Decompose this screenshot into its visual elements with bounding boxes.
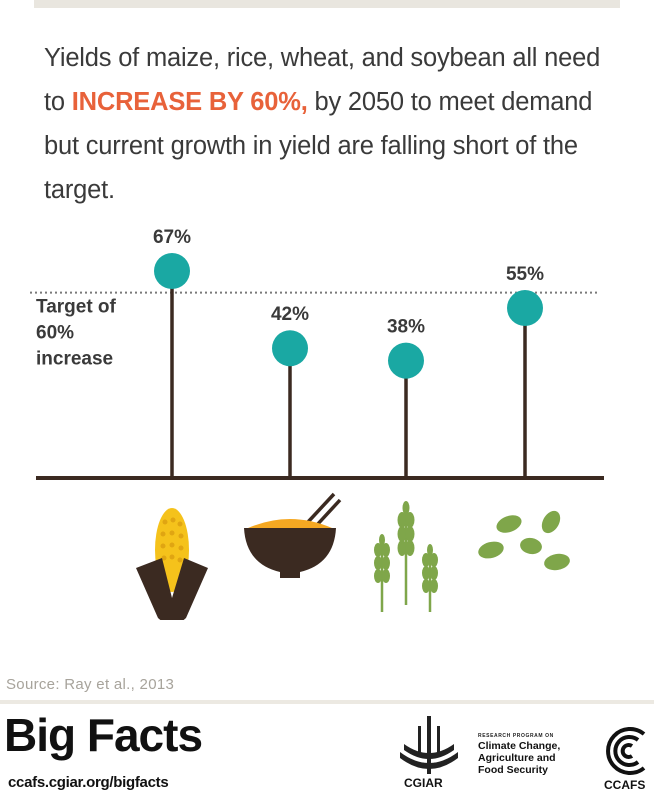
headline-part2: by 2050 to meet demand but current growt… (44, 88, 593, 204)
target-label: increase (36, 349, 113, 370)
rice-bowl-icon (244, 492, 342, 578)
target-label: Target of (36, 297, 117, 318)
value-dot (154, 252, 190, 289)
value-dot (388, 342, 424, 379)
corn-icon (136, 508, 208, 620)
headline: Yields of maize, rice, wheat, and soybea… (44, 36, 604, 212)
source-divider (0, 700, 654, 704)
brand-url[interactable]: ccafs.cgiar.org/bigfacts (8, 774, 169, 791)
program-line: Agriculture and (478, 752, 556, 764)
cgiar-label: CGIAR (404, 776, 443, 790)
chart-marks: Target of 60% increase 67% 42% 38% 55% (30, 227, 604, 480)
lollipop-chart: Target of 60% increase 67% 42% 38% 55% (30, 227, 604, 620)
value-label: 38% (387, 317, 425, 338)
ccafs-label: CCAFS (604, 778, 646, 792)
headline-part1: Yields of maize, rice, wheat, and soybea… (44, 44, 601, 116)
target-label: 60% (36, 323, 74, 344)
value-dot (507, 290, 543, 327)
headline-emphasis: INCREASE BY 60%, (71, 88, 308, 116)
top-rule (34, 0, 620, 8)
wheat-icon (374, 501, 438, 612)
value-label: 42% (271, 304, 309, 325)
value-dot (272, 330, 308, 367)
soybean-icon (478, 510, 570, 571)
value-label: 55% (506, 264, 544, 285)
ccafs-logo (606, 727, 646, 775)
cgiar-logo (400, 716, 458, 774)
source-note: Source: Ray et al., 2013 (6, 676, 175, 693)
program-line: Food Security (478, 764, 549, 776)
program-small: RESEARCH PROGRAM ON (478, 733, 554, 739)
program-name: RESEARCH PROGRAM ON Climate Change, Agri… (478, 733, 588, 776)
brand-title: Big Facts (4, 709, 203, 761)
value-label: 67% (153, 227, 191, 248)
program-line: Climate Change, (478, 740, 561, 752)
